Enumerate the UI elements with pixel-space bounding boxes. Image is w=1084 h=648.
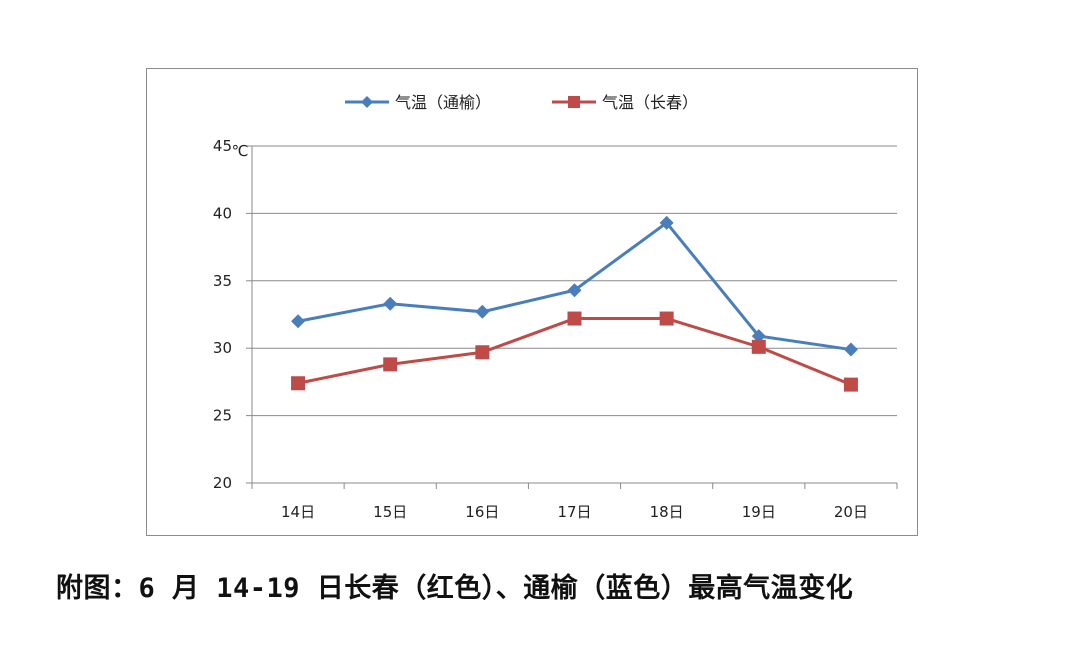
chart-frame: 20 25 30 35 40 45 ℃ 14日 15日 16日 17日 18日 19日 20日 气温（通榆）… (146, 68, 918, 536)
figure-caption: 附图：6 月 14-19 日长春（红色）、通榆（蓝色）最高气温变化 (56, 573, 854, 604)
line-chart: 20 25 30 35 40 45 ℃ 14日 15日 16日 17日 18日 19日 20日 气温（通榆）… (213, 93, 898, 521)
series-line-2 (297, 317, 852, 386)
x-tick-label: 15日 (373, 503, 407, 521)
legend-label: 气温（通榆） (395, 93, 491, 112)
x-tick-label: 17日 (557, 503, 591, 521)
y-tick-label: 35 (213, 272, 232, 290)
data-point (751, 339, 766, 354)
x-tick-label: 18日 (650, 503, 684, 521)
y-tick-label: 45 (213, 137, 232, 155)
x-tick-label: 20日 (834, 503, 868, 521)
y-tick-label: 20 (213, 474, 232, 492)
data-point (843, 342, 858, 357)
data-point (291, 376, 306, 391)
data-point (659, 311, 674, 326)
data-point (659, 215, 674, 230)
x-tick-label: 16日 (465, 503, 499, 521)
y-axis-unit: ℃ (232, 142, 249, 160)
data-point (383, 296, 398, 311)
y-tick-label: 40 (213, 204, 232, 222)
data-point (567, 283, 582, 298)
legend-marker (361, 96, 373, 108)
data-point (843, 377, 858, 392)
y-tick-label: 30 (213, 339, 232, 357)
data-point (751, 329, 766, 344)
data-point (567, 311, 582, 326)
data-point (475, 304, 490, 319)
x-tick-label: 19日 (742, 503, 776, 521)
y-tick-label: 25 (213, 407, 232, 425)
x-tick-label: 14日 (281, 503, 315, 521)
legend-label: 气温（长春） (602, 93, 698, 112)
legend-marker (568, 96, 580, 108)
data-point (383, 357, 398, 372)
data-point (291, 314, 306, 329)
data-point (475, 345, 490, 360)
